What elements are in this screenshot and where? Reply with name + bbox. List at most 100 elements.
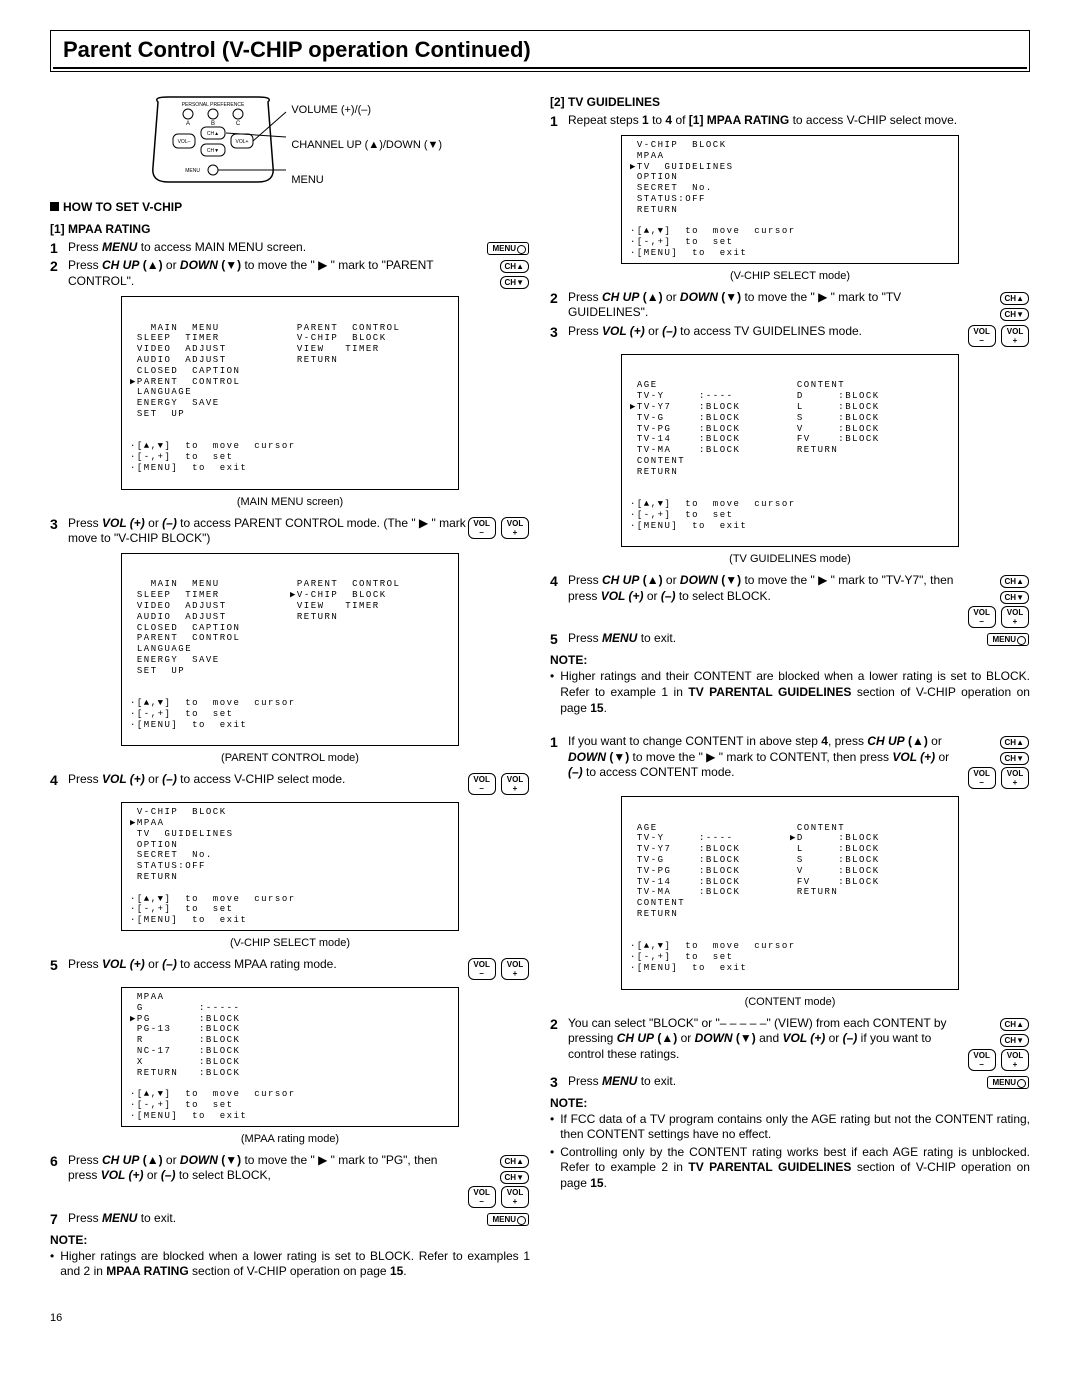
step-number: 1: [50, 240, 68, 256]
vol-plus-icon: VOL+: [1001, 1049, 1029, 1071]
step-text: Repeat steps 1 to 4 of [1] MPAA RATING t…: [568, 113, 975, 129]
ch-down-icon: CH▼: [1000, 308, 1029, 321]
ch-down-icon: CH▼: [500, 1171, 529, 1184]
svg-text:VOL–: VOL–: [178, 139, 191, 145]
ch-down-icon: CH▼: [500, 276, 529, 289]
svg-text:A: A: [186, 121, 190, 127]
vol-plus-icon: VOL+: [501, 517, 529, 539]
osd-tv-guidelines: AGE TV-Y :---- ▶TV-Y7 :BLOCK TV-G :BLOCK…: [621, 354, 959, 548]
osd-main-menu: MAIN MENU SLEEP TIMER VIDEO ADJUST AUDIO…: [121, 296, 459, 490]
osd-vchip-select: V-CHIP BLOCK ▶MPAA TV GUIDELINES OPTION …: [121, 802, 459, 931]
step-text: Press CH UP (▲) or DOWN (▼) to move the …: [568, 290, 975, 321]
step-text: Press VOL (+) or (–) to access MPAA rati…: [68, 957, 467, 973]
vol-minus-icon: VOL–: [968, 606, 996, 628]
step-text: Press VOL (+) or (–) to access V-CHIP se…: [68, 772, 467, 788]
note-text: Higher ratings and their CONTENT are blo…: [560, 669, 1030, 716]
step-number: 2: [50, 258, 68, 274]
step-number: 4: [550, 573, 568, 589]
svg-text:B: B: [211, 121, 215, 127]
vol-minus-icon: VOL–: [968, 1049, 996, 1071]
osd-parent-control: MAIN MENU SLEEP TIMER VIDEO ADJUST AUDIO…: [121, 553, 459, 747]
step-text: Press CH UP (▲) or DOWN (▼) to move the …: [68, 1153, 467, 1184]
menu-button-icon: MENU: [487, 1213, 529, 1226]
osd-caption: (MAIN MENU screen): [50, 496, 530, 508]
osd-caption: (V-CHIP SELECT mode): [50, 937, 530, 949]
page-number: 16: [50, 1312, 1030, 1324]
vol-plus-icon: VOL+: [501, 1186, 529, 1208]
step-number: 5: [550, 631, 568, 647]
svg-text:PERSONAL PREFERENCE: PERSONAL PREFERENCE: [182, 102, 245, 108]
svg-text:C: C: [236, 121, 241, 127]
step-text: Press VOL (+) or (–) to access PARENT CO…: [68, 516, 467, 547]
step-text: Press MENU to exit.: [68, 1211, 475, 1227]
osd-caption: (TV GUIDELINES mode): [550, 553, 1030, 565]
svg-text:MENU: MENU: [185, 168, 200, 174]
step-number: 3: [550, 1074, 568, 1090]
note-heading: NOTE:: [50, 1233, 530, 1247]
left-column: PERSONAL PREFERENCE A B C VOL– VOL+ CH▲ …: [50, 87, 530, 1282]
step-text: Press CH UP (▲) or DOWN (▼) to move the …: [568, 573, 967, 604]
vol-plus-icon: VOL+: [501, 958, 529, 980]
ch-down-icon: CH▼: [1000, 591, 1029, 604]
remote-figure: PERSONAL PREFERENCE A B C VOL– VOL+ CH▲ …: [50, 92, 530, 190]
osd-mpaa-rating: MPAA G :----- ▶PG :BLOCK PG-13 :BLOCK R …: [121, 987, 459, 1127]
step-number: 1: [550, 734, 568, 750]
vol-plus-icon: VOL+: [1001, 606, 1029, 628]
vol-minus-icon: VOL–: [968, 325, 996, 347]
osd-caption: (MPAA rating mode): [50, 1133, 530, 1145]
step-number: 2: [550, 290, 568, 306]
step-number: 2: [550, 1016, 568, 1032]
menu-button-icon: MENU: [487, 242, 529, 255]
vol-minus-icon: VOL–: [468, 773, 496, 795]
vol-minus-icon: VOL–: [968, 767, 996, 789]
step-number: 4: [50, 772, 68, 788]
step-number: 5: [50, 957, 68, 973]
osd-vchip-select-r: V-CHIP BLOCK MPAA ▶TV GUIDELINES OPTION …: [621, 135, 959, 264]
remote-vol-label: VOLUME (+)/(–): [291, 104, 371, 116]
step-text: Press VOL (+) or (–) to access TV GUIDEL…: [568, 324, 967, 340]
step-number: 3: [550, 324, 568, 340]
svg-text:CH▲: CH▲: [207, 131, 219, 137]
remote-menu-label: MENU: [291, 174, 323, 186]
note-text: Controlling only by the CONTENT rating w…: [560, 1145, 1030, 1192]
step-text: Press MENU to access MAIN MENU screen.: [68, 240, 475, 256]
howto-heading: HOW TO SET V-CHIP: [50, 200, 530, 214]
remote-ch-label: CHANNEL UP (▲)/DOWN (▼): [291, 139, 442, 151]
osd-caption: (PARENT CONTROL mode): [50, 752, 530, 764]
right-column: [2] TV GUIDELINES 1 Repeat steps 1 to 4 …: [550, 87, 1030, 1282]
vol-plus-icon: VOL+: [501, 773, 529, 795]
ch-up-icon: CH▲: [1000, 292, 1029, 305]
ch-up-icon: CH▲: [1000, 1018, 1029, 1031]
vol-minus-icon: VOL–: [468, 958, 496, 980]
menu-button-icon: MENU: [987, 633, 1029, 646]
svg-text:CH▼: CH▼: [207, 148, 219, 154]
note-text: If FCC data of a TV program contains onl…: [560, 1112, 1030, 1143]
note-heading: NOTE:: [550, 653, 1030, 667]
step-text: Press CH UP (▲) or DOWN (▼) to move the …: [68, 258, 475, 289]
step-text: Press MENU to exit.: [568, 1074, 975, 1090]
step-text: If you want to change CONTENT in above s…: [568, 734, 967, 781]
vol-minus-icon: VOL–: [468, 1186, 496, 1208]
ch-up-icon: CH▲: [500, 260, 529, 273]
section-2-heading: [2] TV GUIDELINES: [550, 95, 1030, 109]
osd-caption: (V-CHIP SELECT mode): [550, 270, 1030, 282]
note-heading: NOTE:: [550, 1096, 1030, 1110]
section-1-heading: [1] MPAA RATING: [50, 222, 530, 236]
step-number: 6: [50, 1153, 68, 1169]
ch-up-icon: CH▲: [500, 1155, 529, 1168]
svg-text:VOL+: VOL+: [236, 139, 249, 145]
menu-button-icon: MENU: [987, 1076, 1029, 1089]
ch-down-icon: CH▼: [1000, 752, 1029, 765]
title-bar: Parent Control (V-CHIP operation Continu…: [50, 30, 1030, 72]
ch-up-icon: CH▲: [1000, 736, 1029, 749]
osd-content-mode: AGE TV-Y :---- TV-Y7 :BLOCK TV-G :BLOCK …: [621, 796, 959, 990]
step-text: Press MENU to exit.: [568, 631, 975, 647]
remote-illustration: PERSONAL PREFERENCE A B C VOL– VOL+ CH▲ …: [138, 92, 288, 187]
vol-plus-icon: VOL+: [1001, 325, 1029, 347]
step-number: 1: [550, 113, 568, 129]
vol-minus-icon: VOL–: [468, 517, 496, 539]
step-text: You can select "BLOCK" or "– – – – –" (V…: [568, 1016, 967, 1063]
note-text: Higher ratings are blocked when a lower …: [60, 1249, 530, 1280]
step-number: 7: [50, 1211, 68, 1227]
step-number: 3: [50, 516, 68, 532]
